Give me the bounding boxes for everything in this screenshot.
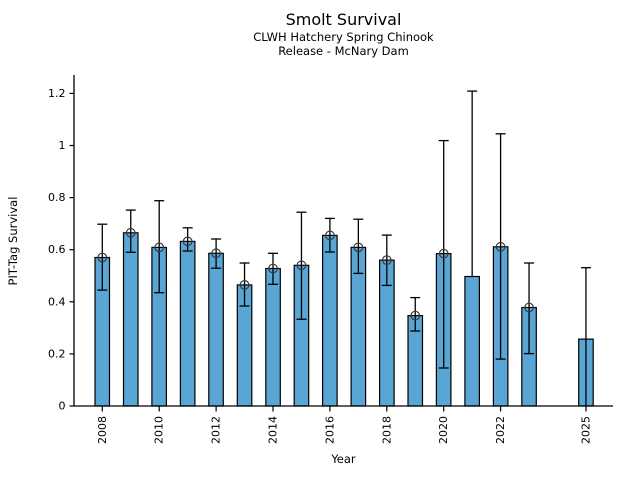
x-tick-label: 2010: [153, 416, 166, 444]
x-tick-label: 2022: [494, 416, 507, 444]
y-tick-label: 0.6: [48, 243, 66, 256]
y-tick-label: 0.8: [48, 191, 66, 204]
estimate-marker-2015: [296, 260, 307, 271]
bar-2009: [122, 232, 139, 407]
y-tick-label: 0.4: [48, 295, 66, 308]
x-tick-label: 2020: [437, 416, 450, 444]
estimate-marker-2023: [524, 302, 534, 313]
y-tick-label: 0: [59, 400, 66, 413]
estimate-marker-2020: [438, 248, 449, 259]
estimate-marker-2013: [239, 280, 250, 290]
bar-2014: [265, 267, 281, 407]
x-tick-label: 2025: [579, 416, 592, 444]
bar-2016: [322, 234, 338, 407]
estimate-marker-2009: [125, 227, 136, 238]
estimate-marker-2022: [495, 241, 506, 252]
estimate-marker-2011: [182, 236, 193, 247]
y-tick-label: 1.2: [48, 87, 66, 100]
bar-2011: [179, 240, 196, 407]
chart-title: Smolt Survival: [285, 10, 402, 29]
x-axis-label: Year: [331, 452, 356, 466]
estimate-marker-2014: [268, 263, 278, 274]
x-tick-label: 2016: [323, 416, 336, 444]
estimate-marker-2018: [381, 255, 392, 266]
y-tick-label: 0.2: [48, 347, 66, 360]
chart-subtitle-line1: CLWH Hatchery Spring Chinook: [253, 30, 434, 44]
title-block: Smolt Survival CLWH Hatchery Spring Chin…: [74, 10, 613, 59]
y-axis-label: PIT-Tag Survival: [6, 196, 20, 286]
bar-2021: [464, 275, 480, 407]
estimate-marker-2017: [353, 242, 364, 253]
chart-subtitle-line2: Release - McNary Dam: [278, 44, 409, 59]
estimate-marker-2008: [97, 252, 108, 263]
estimate-marker-2010: [154, 242, 165, 253]
x-tick-label: 2014: [267, 416, 280, 444]
x-tick-label: 2008: [96, 416, 109, 444]
bar-2012: [208, 252, 224, 407]
estimate-marker-2019: [410, 310, 421, 321]
y-tick-label: 1: [59, 139, 66, 152]
x-tick-label: 2018: [380, 416, 393, 444]
estimate-marker-2016: [325, 230, 335, 241]
x-tick-label: 2012: [210, 416, 223, 444]
estimate-marker-2012: [211, 248, 222, 259]
